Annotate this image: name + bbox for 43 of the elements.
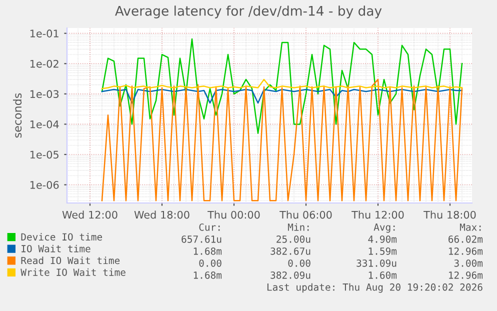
text: Avg:: [374, 224, 395, 233]
x-tick-label: Thu 06:00: [280, 210, 332, 219]
x-tick-label: Thu 00:00: [208, 210, 260, 219]
text: 0.00: [288, 259, 310, 267]
text: 1.60m: [368, 271, 397, 279]
text: Cur:: [199, 223, 220, 231]
x-tick-label: Wed 18:00: [134, 210, 190, 219]
text: 1.68m: [194, 247, 222, 255]
y-tick-label: 1e-02: [30, 60, 58, 68]
y-axis-title: seconds: [13, 93, 22, 138]
legend-label: Read IO Wait time: [21, 256, 120, 264]
text: Last update: Thu Aug 20 19:20:02 2026: [267, 283, 482, 293]
y-tick-label: 1e-06: [30, 180, 59, 189]
text: 657.61u: [182, 235, 222, 243]
text: 3.00m: [454, 259, 483, 267]
x-tick-label: Thu 12:00: [352, 210, 404, 219]
text: 382.09u: [270, 271, 310, 279]
text: 25.00u: [276, 235, 310, 243]
x-tick-label: Thu 18:00: [424, 210, 476, 219]
text: Max:: [460, 224, 481, 231]
line-series: [101, 88, 463, 104]
y-tick-label: 1e-01: [30, 30, 58, 38]
y-tick-label: 1e-04: [30, 120, 59, 128]
x-tick-label: Wed 12:00: [62, 210, 118, 219]
text: 331.09u: [356, 259, 396, 267]
text: 1.68m: [194, 271, 222, 279]
text: 0.00: [199, 259, 222, 267]
text: 12.96m: [449, 247, 483, 255]
line-series: [101, 78, 463, 202]
text: 382.67u: [270, 247, 310, 255]
y-tick-label: 1e-05: [30, 150, 58, 159]
text: 4.90m: [368, 235, 397, 243]
text: Min:: [288, 223, 309, 231]
legend-label: Device IO time: [21, 233, 102, 241]
line-series: [101, 38, 463, 134]
text: 12.96m: [449, 271, 483, 279]
legend-label: IO Wait time: [22, 244, 90, 252]
text: 1.59m: [368, 247, 397, 255]
y-tick-label: 1e-03: [30, 90, 59, 98]
text: 66.02m: [448, 235, 483, 243]
line-series: [101, 78, 463, 90]
chart-title: Average latency for /dev/dm-14 - by day: [115, 6, 382, 18]
legend-label: Write IO Wait time: [20, 268, 126, 276]
